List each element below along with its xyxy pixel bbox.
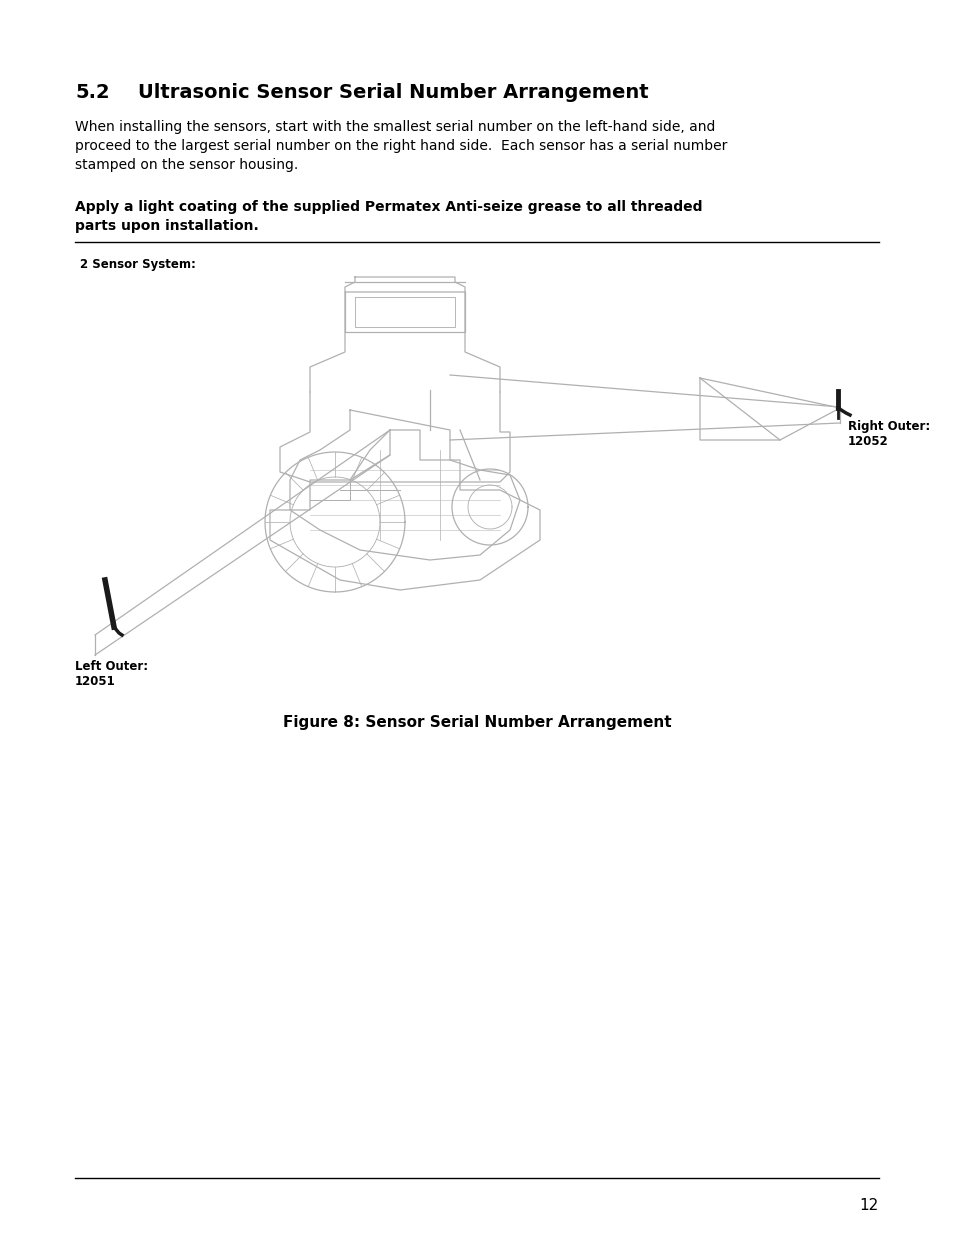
Text: Ultrasonic Sensor Serial Number Arrangement: Ultrasonic Sensor Serial Number Arrangem… bbox=[138, 83, 648, 103]
Text: parts upon installation.: parts upon installation. bbox=[75, 219, 258, 233]
Text: Left Outer:: Left Outer: bbox=[75, 659, 148, 673]
Text: Figure 8: Sensor Serial Number Arrangement: Figure 8: Sensor Serial Number Arrangeme… bbox=[282, 715, 671, 730]
Text: When installing the sensors, start with the smallest serial number on the left-h: When installing the sensors, start with … bbox=[75, 120, 715, 135]
Text: 5.2: 5.2 bbox=[75, 83, 110, 103]
Text: 2 Sensor System:: 2 Sensor System: bbox=[80, 258, 195, 270]
Text: 12052: 12052 bbox=[847, 435, 888, 448]
Text: stamped on the sensor housing.: stamped on the sensor housing. bbox=[75, 158, 298, 172]
Text: 12: 12 bbox=[859, 1198, 878, 1213]
Text: Apply a light coating of the supplied Permatex Anti-seize grease to all threaded: Apply a light coating of the supplied Pe… bbox=[75, 200, 701, 214]
Text: Right Outer:: Right Outer: bbox=[847, 420, 929, 433]
Text: 12051: 12051 bbox=[75, 676, 115, 688]
Text: proceed to the largest serial number on the right hand side.  Each sensor has a : proceed to the largest serial number on … bbox=[75, 140, 726, 153]
